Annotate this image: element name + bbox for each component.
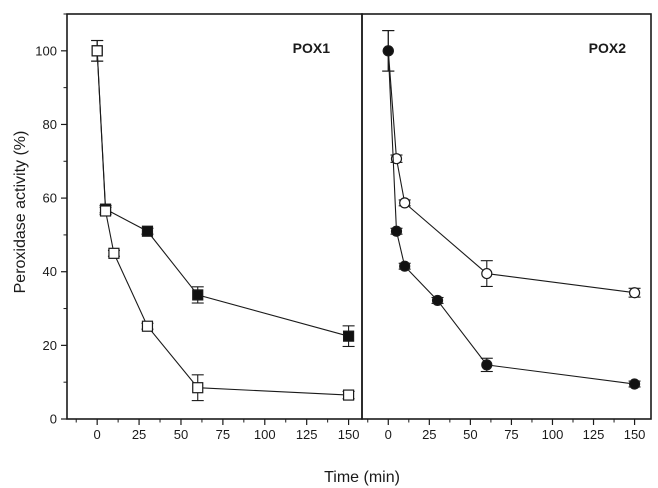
data-point-0-1-1 bbox=[99, 205, 112, 217]
data-point-0-0-2 bbox=[141, 225, 154, 237]
data-point-0-1-2 bbox=[108, 247, 120, 259]
data-point-0-1-3 bbox=[141, 320, 154, 332]
data-point-0-0-4 bbox=[342, 330, 355, 342]
x-tick-label: 75 bbox=[216, 427, 230, 442]
data-point-0-1-0 bbox=[91, 45, 103, 57]
panel-label-pox1: POX1 bbox=[293, 40, 331, 56]
data-point-1-0-1 bbox=[390, 153, 403, 165]
x-tick-label: 25 bbox=[422, 427, 436, 442]
y-tick-label: 80 bbox=[43, 117, 57, 132]
x-tick-label: 50 bbox=[463, 427, 477, 442]
data-point-1-1-1 bbox=[390, 225, 403, 237]
x-tick-label: 100 bbox=[542, 427, 564, 442]
y-tick-label: 20 bbox=[43, 338, 57, 353]
data-point-1-0-2 bbox=[399, 197, 411, 209]
x-tick-label: 25 bbox=[132, 427, 146, 442]
series-layer bbox=[91, 30, 641, 402]
x-tick-label: 0 bbox=[385, 427, 392, 442]
y-tick-label: 60 bbox=[43, 191, 57, 206]
x-tick-label: 150 bbox=[338, 427, 360, 442]
x-tick-label: 75 bbox=[504, 427, 518, 442]
x-tick-label: 100 bbox=[254, 427, 276, 442]
tick-labels: 0 25 50 75 100 125 150 0 25 50 75 100 125 150 0 20 40 60 8… bbox=[35, 43, 645, 442]
data-point-1-1-4 bbox=[481, 359, 493, 371]
axis-ticks bbox=[61, 13, 636, 425]
series-line-1-1 bbox=[387, 50, 635, 385]
panel-frames bbox=[66, 13, 652, 420]
data-point-1-0-3 bbox=[481, 267, 493, 280]
x-tick-label: 125 bbox=[296, 427, 318, 442]
x-tick-label: 50 bbox=[174, 427, 188, 442]
data-point-0-1-4 bbox=[192, 382, 204, 394]
series-line-0-0 bbox=[96, 50, 349, 337]
y-tick-label: 100 bbox=[35, 43, 57, 58]
x-tick-label: 0 bbox=[94, 427, 101, 442]
data-point-0-0-3 bbox=[192, 289, 204, 301]
x-tick-label: 150 bbox=[624, 427, 646, 442]
data-point-0-1-5 bbox=[342, 389, 355, 401]
series-line-0-1 bbox=[96, 50, 349, 396]
data-point-1-1-2 bbox=[399, 260, 411, 272]
panel-label-pox2: POX2 bbox=[589, 40, 627, 56]
y-axis-title: Peroxidase activity (%) bbox=[12, 131, 29, 294]
y-tick-label: 0 bbox=[50, 412, 57, 427]
x-axis-title: Time (min) bbox=[324, 469, 400, 486]
data-point-1-1-3 bbox=[431, 294, 444, 307]
data-point-1-0-4 bbox=[628, 287, 641, 299]
series-line-1-0 bbox=[387, 50, 635, 294]
panel-frame-1 bbox=[361, 13, 652, 420]
panel-frame-0 bbox=[66, 13, 363, 420]
y-tick-label: 40 bbox=[43, 264, 57, 279]
data-point-1-1-5 bbox=[628, 378, 641, 390]
data-point-1-1-0 bbox=[382, 45, 394, 57]
x-tick-label: 125 bbox=[583, 427, 605, 442]
